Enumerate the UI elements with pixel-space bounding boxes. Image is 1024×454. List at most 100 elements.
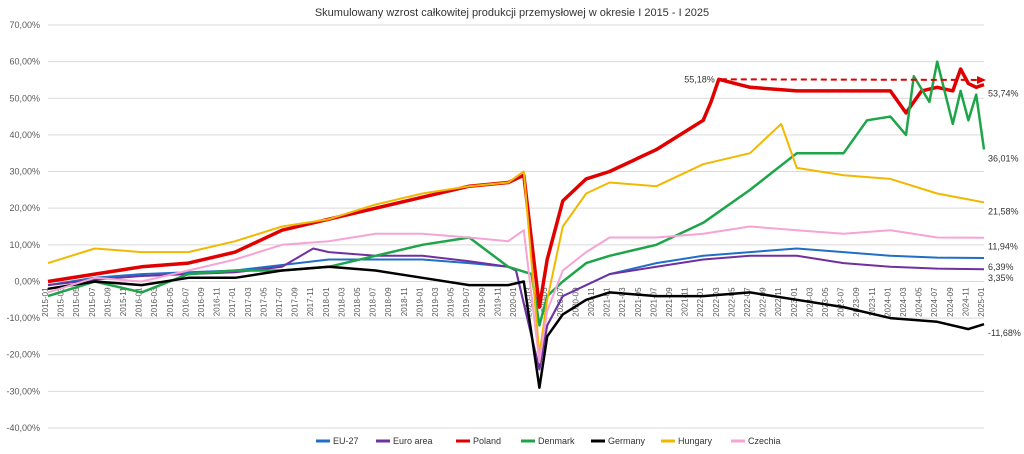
y-axis-ticks: 70,00% 60,00% 50,00% 40,00% 30,00% 20,00% 10,0… [6, 20, 40, 433]
x-tick-label: 2022-09 [759, 287, 768, 317]
x-tick-label: 2024-11 [961, 287, 970, 316]
x-tick-label: 2016-09 [197, 287, 206, 317]
x-tick-label: 2018-03 [337, 287, 346, 317]
series-line-czechia [47, 225, 985, 364]
y-tick-label: 40,00% [9, 130, 40, 140]
legend-label: Euro area [393, 436, 433, 446]
x-tick-label: 2021-11 [681, 287, 690, 316]
x-tick-label: 2017-05 [259, 287, 268, 317]
legend-label: Czechia [748, 436, 781, 446]
x-tick-label: 2021-05 [634, 287, 643, 317]
y-tick-label: 20,00% [9, 203, 40, 213]
legend-label: EU-27 [333, 436, 359, 446]
x-tick-label: 2024-07 [930, 287, 939, 317]
x-axis-ticks: 2015-01 2015-03 2015-05 2015-07 2015-09 2015-… [41, 287, 986, 317]
end-value-label: 6,39% [988, 262, 1014, 272]
y-tick-label: 0,00% [14, 276, 40, 286]
x-tick-label: 2016-03 [150, 287, 159, 317]
end-value-label: 53,74% [988, 89, 1019, 99]
chart-title: Skumulowany wzrost całkowitej produkcji … [315, 7, 709, 19]
x-tick-label: 2018-05 [353, 287, 362, 317]
gridlines [48, 24, 984, 429]
x-tick-label: 2019-09 [478, 287, 487, 317]
series-end-labels: 6,39%3,35% 53,74% 36,01% -11,68% 21,58% 11,94… [988, 89, 1021, 339]
x-tick-label: 2021-07 [649, 287, 658, 317]
y-tick-label: -20,00% [6, 350, 40, 360]
legend-label: Germany [608, 436, 646, 446]
end-value-label: 11,94% [988, 242, 1018, 252]
y-tick-label: 60,00% [9, 57, 40, 67]
annotations: 55,18% [684, 74, 986, 84]
x-tick-label: 2025-01 [977, 287, 986, 317]
series-line-hungary [47, 122, 985, 356]
x-tick-label: 2016-05 [166, 287, 175, 317]
x-tick-label: 2024-09 [946, 287, 955, 317]
x-tick-label: 2018-09 [384, 287, 393, 317]
x-tick-label: 2017-07 [275, 287, 284, 317]
series-lines [47, 60, 986, 389]
x-tick-label: 2016-11 [213, 287, 222, 316]
peak-value-label: 55,18% [684, 74, 715, 84]
x-tick-label: 2022-01 [696, 287, 705, 317]
end-value-label: 3,35% [988, 273, 1014, 283]
y-tick-label: -40,00% [6, 423, 40, 433]
y-tick-label: -30,00% [6, 386, 40, 396]
trend-arrow-line [720, 78, 979, 81]
x-tick-label: 2020-11 [587, 287, 596, 316]
x-tick-label: 2022-05 [727, 287, 736, 317]
x-tick-label: 2017-09 [291, 287, 300, 317]
x-tick-label: 2016-07 [181, 287, 190, 317]
y-tick-label: 10,00% [9, 240, 40, 250]
end-value-label: 21,58% [988, 206, 1019, 216]
series-line-germany [47, 265, 985, 389]
x-tick-label: 2023-11 [868, 287, 877, 316]
x-tick-label: 2016-01 [135, 287, 144, 317]
legend-label: Hungary [678, 436, 713, 446]
x-tick-label: 2017-11 [306, 287, 315, 316]
x-tick-label: 2015-09 [103, 287, 112, 317]
y-tick-label: 70,00% [9, 20, 40, 30]
x-tick-label: 2023-01 [790, 287, 799, 317]
x-tick-label: 2019-05 [447, 287, 456, 317]
x-tick-label: 2020-01 [509, 287, 518, 317]
x-tick-label: 2018-01 [322, 287, 331, 317]
legend-label: Poland [473, 436, 501, 446]
x-tick-label: 2022-07 [743, 287, 752, 317]
x-tick-label: 2020-09 [571, 287, 580, 317]
x-tick-label: 2021-09 [665, 287, 674, 317]
y-tick-label: -10,00% [6, 313, 40, 323]
x-tick-label: 2019-03 [431, 287, 440, 317]
x-tick-label: 2017-01 [228, 287, 237, 317]
x-tick-label: 2020-03 [525, 287, 534, 317]
x-tick-label: 2019-01 [415, 287, 424, 317]
end-value-label: 36,01% [988, 154, 1019, 164]
x-tick-label: 2022-03 [712, 287, 721, 317]
x-tick-label: 2019-11 [493, 287, 502, 316]
x-tick-label: 2022-11 [774, 287, 783, 316]
x-tick-label: 2015-01 [41, 287, 50, 317]
x-tick-label: 2015-07 [88, 287, 97, 317]
x-tick-label: 2023-07 [837, 287, 846, 317]
x-tick-label: 2019-07 [462, 287, 471, 317]
series-line-denmark [47, 60, 986, 327]
legend: EU-27 Euro area Poland Denmark Germany Hungar… [316, 436, 781, 446]
x-tick-label: 2023-05 [821, 287, 830, 317]
x-tick-label: 2015-03 [57, 287, 66, 317]
y-tick-label: 50,00% [9, 93, 40, 103]
x-tick-label: 2017-03 [244, 287, 253, 317]
trend-arrow-head [977, 75, 986, 84]
legend-label: Denmark [538, 436, 575, 446]
x-tick-label: 2018-11 [400, 287, 409, 316]
y-tick-label: 30,00% [9, 167, 40, 177]
x-tick-label: 2021-01 [603, 287, 612, 317]
x-tick-label: 2018-07 [369, 287, 378, 317]
x-tick-label: 2024-01 [883, 287, 892, 317]
x-tick-label: 2015-05 [72, 287, 81, 317]
x-tick-label: 2024-05 [915, 287, 924, 317]
x-tick-label: 2024-03 [899, 287, 908, 317]
end-value-label: -11,68% [988, 328, 1021, 338]
x-tick-label: 2021-03 [618, 287, 627, 317]
x-tick-label: 2015-11 [119, 287, 128, 316]
x-tick-label: 2023-09 [852, 287, 861, 317]
